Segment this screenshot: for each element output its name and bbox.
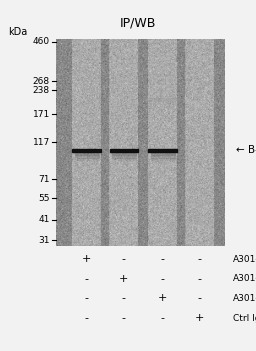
Text: 117: 117 — [33, 138, 50, 147]
Bar — [75, 153, 99, 155]
Text: -: - — [198, 254, 202, 264]
Text: 460: 460 — [33, 37, 50, 46]
Text: A301-654A: A301-654A — [233, 254, 256, 264]
Text: kDa: kDa — [8, 27, 27, 37]
Text: -: - — [85, 274, 89, 284]
Bar — [75, 156, 99, 158]
Text: -: - — [122, 293, 126, 303]
Text: Ctrl IgG: Ctrl IgG — [233, 313, 256, 323]
Text: +: + — [119, 274, 129, 284]
Bar — [151, 158, 175, 160]
Bar — [151, 156, 175, 158]
Text: -: - — [122, 254, 126, 264]
Bar — [146, 98, 180, 101]
Bar — [151, 153, 175, 155]
Bar — [148, 149, 177, 152]
Bar — [72, 149, 101, 152]
Text: -: - — [122, 313, 126, 323]
Text: 31: 31 — [38, 236, 50, 245]
Text: 55: 55 — [38, 194, 50, 203]
Bar — [110, 149, 138, 152]
Text: -: - — [198, 274, 202, 284]
Text: A301-655A: A301-655A — [233, 274, 256, 283]
Text: -: - — [85, 313, 89, 323]
Text: 41: 41 — [39, 215, 50, 224]
Bar — [112, 158, 136, 160]
Text: A301-656A: A301-656A — [233, 294, 256, 303]
Bar — [112, 156, 136, 158]
Text: 268: 268 — [33, 77, 50, 86]
Text: +: + — [195, 313, 205, 323]
Text: -: - — [161, 313, 165, 323]
Text: 71: 71 — [38, 175, 50, 184]
Text: IP/WB: IP/WB — [120, 16, 156, 29]
Text: +: + — [158, 293, 167, 303]
Text: 238: 238 — [33, 86, 50, 95]
Bar — [75, 158, 99, 160]
Text: 171: 171 — [33, 110, 50, 119]
Text: -: - — [85, 293, 89, 303]
Text: -: - — [161, 274, 165, 284]
Text: -: - — [198, 293, 202, 303]
Text: ← B-Myb: ← B-Myb — [236, 145, 256, 155]
Text: -: - — [161, 254, 165, 264]
Text: +: + — [82, 254, 91, 264]
Bar — [112, 153, 136, 155]
